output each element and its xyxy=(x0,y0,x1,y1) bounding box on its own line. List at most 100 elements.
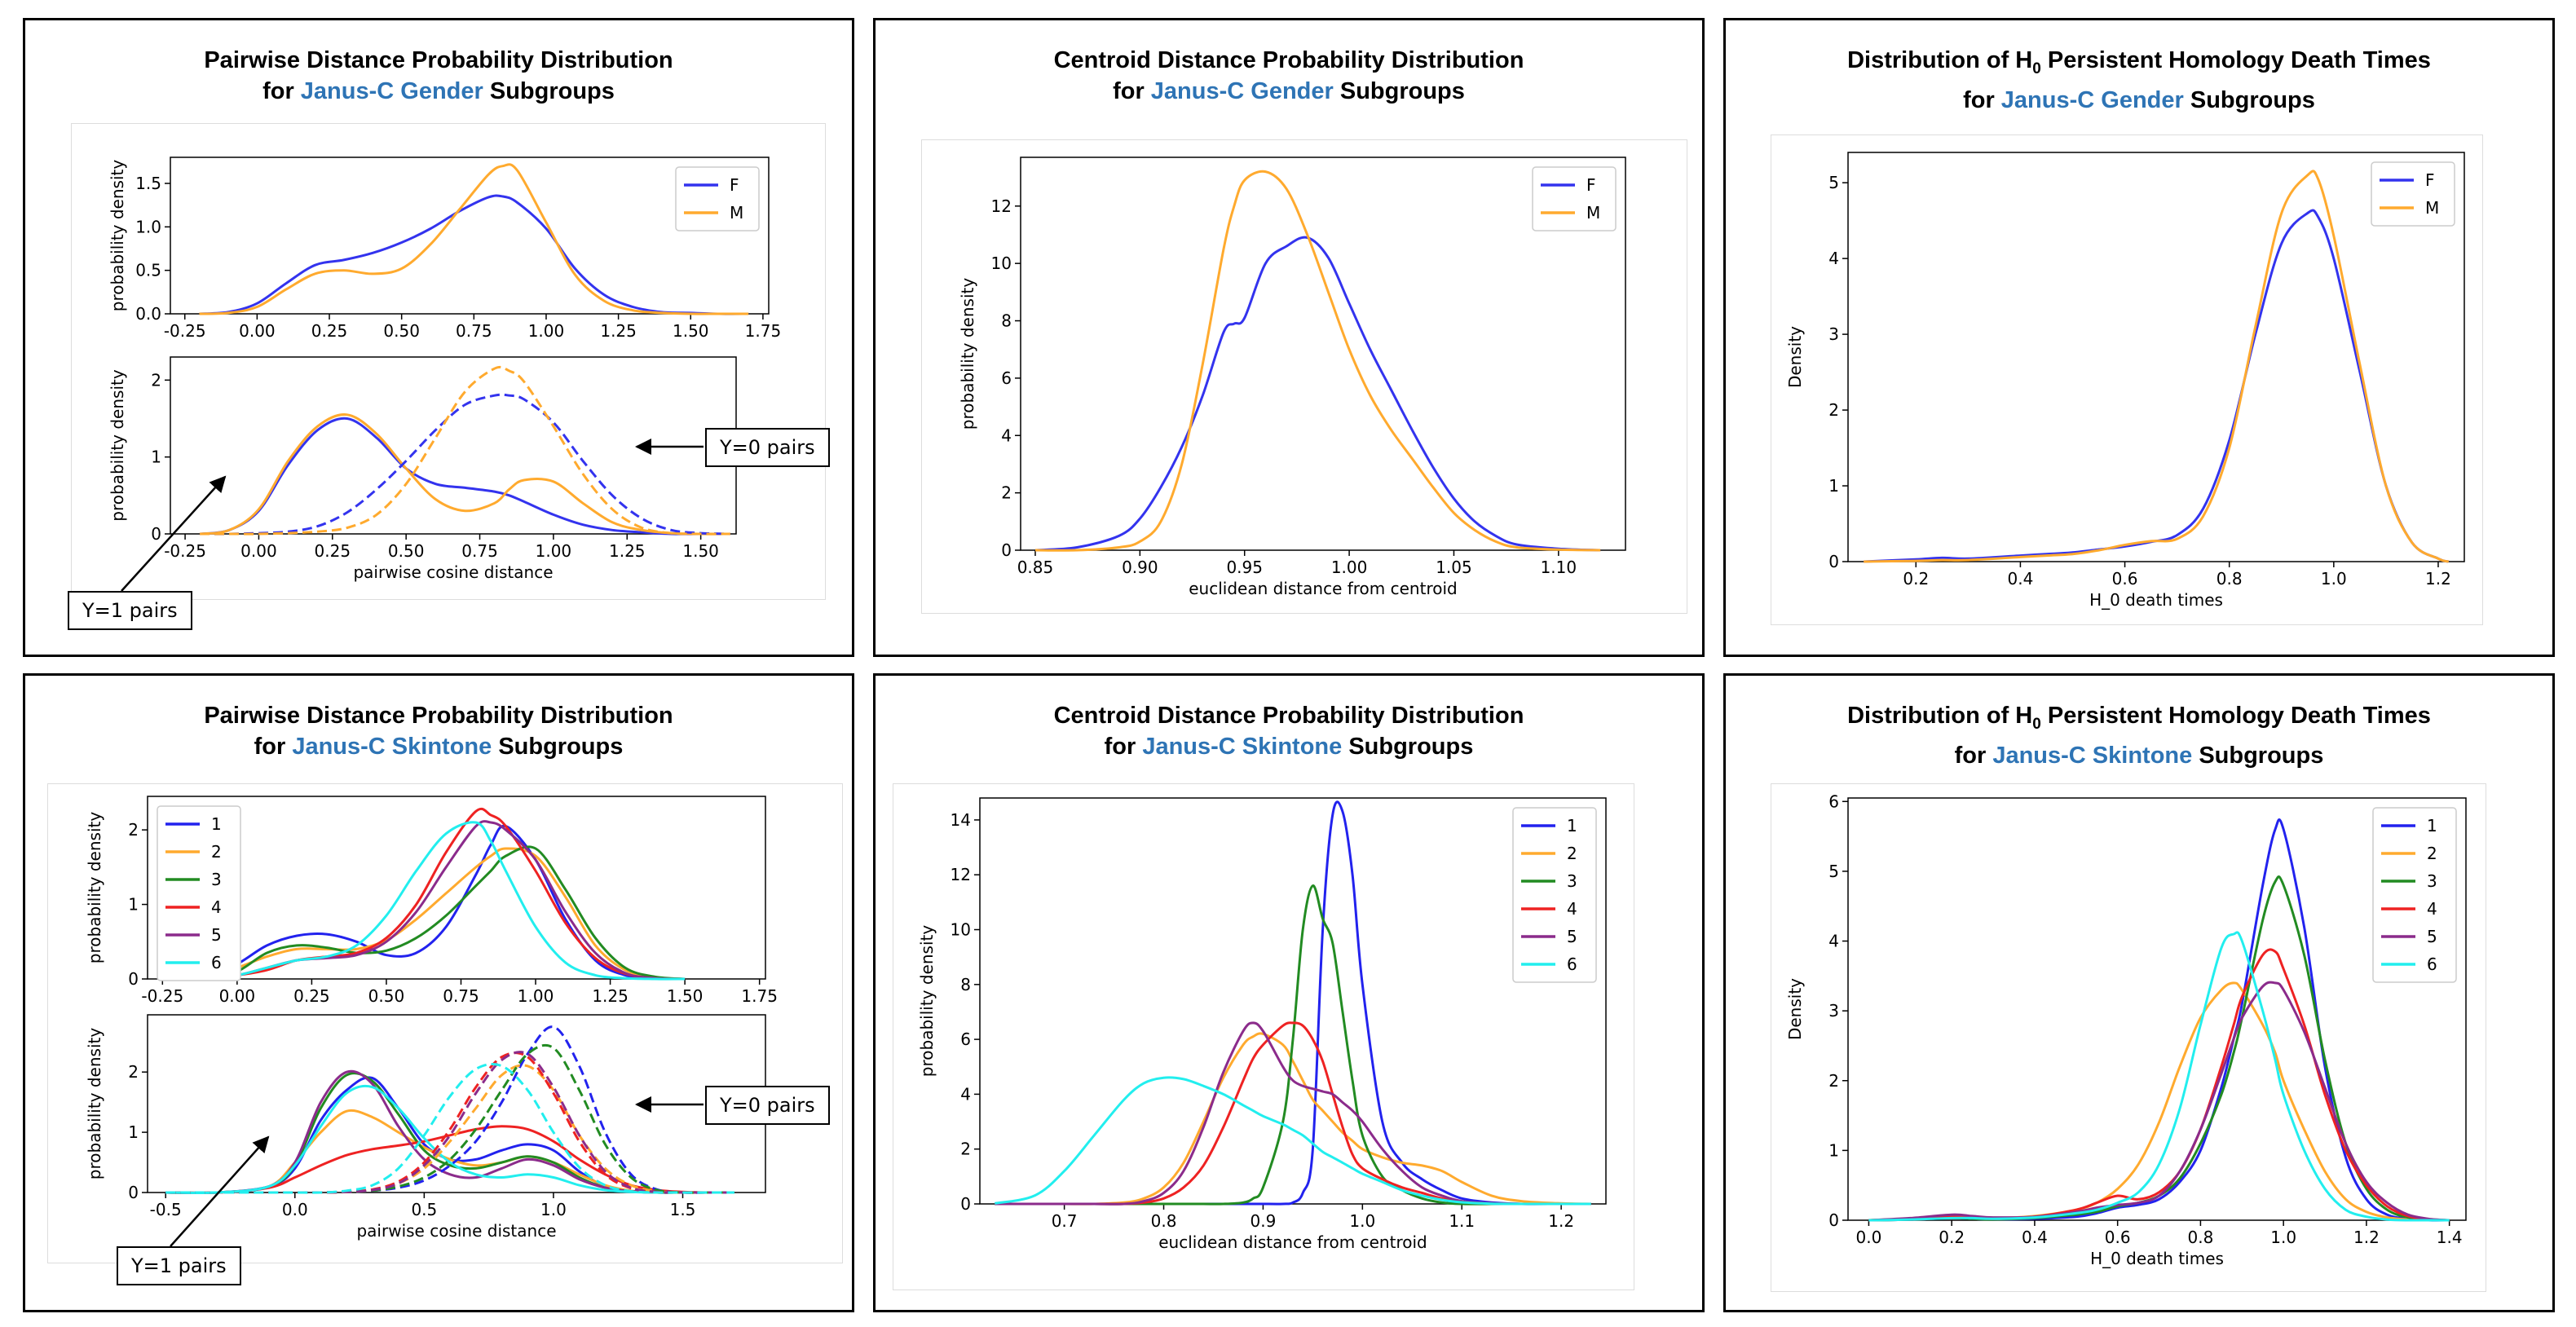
y-axis-label: probability density xyxy=(958,278,977,430)
x-tick-label: 1.25 xyxy=(600,321,637,341)
panel-gender-pairwise: Pairwise Distance Probability Distributi… xyxy=(23,18,854,657)
x-tick-label: 0.50 xyxy=(368,986,405,1006)
title-part-b: Persistent Homology Death Times xyxy=(2040,47,2431,73)
legend-label: 5 xyxy=(2427,927,2437,946)
x-tick-label: 0.4 xyxy=(2008,569,2034,589)
x-tick-label: 0.2 xyxy=(1939,1228,1965,1247)
x-tick-label: 1.25 xyxy=(592,986,629,1006)
legend-label: 6 xyxy=(2427,954,2437,974)
x-tick-label: 0.6 xyxy=(2112,569,2138,589)
title-line-1: Pairwise Distance Probability Distributi… xyxy=(204,47,673,73)
x-tick-label: 0.00 xyxy=(239,321,276,341)
legend-label: 5 xyxy=(1567,927,1577,946)
series-line-2-y-1 xyxy=(165,1109,734,1195)
x-tick-label: 0.00 xyxy=(240,541,277,561)
x-tick-label: 0.75 xyxy=(443,986,479,1006)
legend-label: 4 xyxy=(1567,899,1577,919)
x-axis-label: euclidean distance from centroid xyxy=(1189,579,1457,598)
title-pre: for xyxy=(254,734,293,760)
chart-gender-centroid: 0.85 0.90 0.95 1.00 1.05 1.10 0 2 4 6 8 10 12 euclide… xyxy=(958,157,1626,598)
series-line-1 xyxy=(995,800,1591,1206)
title-line-1: Distribution of H0 Persistent Homology D… xyxy=(1726,45,2552,85)
y-tick-label: 0.0 xyxy=(135,304,161,324)
y-tick-label: 12 xyxy=(991,196,1012,216)
series-line-f-y-0 xyxy=(200,393,730,536)
x-tick-label: 0.85 xyxy=(1017,558,1054,577)
panel-gender-h0: Distribution of H0 Persistent Homology D… xyxy=(1723,18,2555,657)
series-line-2 xyxy=(177,847,686,981)
panel-skintone-h0: Distribution of H0 Persistent Homology D… xyxy=(1723,673,2555,1312)
legend-label: F xyxy=(730,175,739,195)
title-line-2: for Janus-C Skintone Subgroups xyxy=(876,731,1702,762)
chart-gender-pairwise-all: -0.25 0.00 0.25 0.50 0.75 1.00 1.25 1.50 1.75 0.0… xyxy=(108,157,782,341)
y-tick-label: 0 xyxy=(128,1183,139,1202)
y-tick-label: 4 xyxy=(960,1084,971,1104)
callout-y1: Y=1 pairs xyxy=(117,1246,241,1285)
title-post: Subgroups xyxy=(492,734,624,760)
x-tick-label: 1.0 xyxy=(2270,1228,2296,1247)
series-line-3 xyxy=(995,884,1591,1206)
x-tick-label: -0.25 xyxy=(164,321,206,341)
x-tick-label: 0.4 xyxy=(2022,1228,2048,1247)
x-tick-label: 0.90 xyxy=(1122,558,1158,577)
title-post: Subgroups xyxy=(483,78,615,104)
chart-skintone-pairwise-all: -0.25 0.00 0.25 0.50 0.75 1.00 1.25 1.50 1.75 0 1 2… xyxy=(85,796,778,1006)
x-tick-label: 0.25 xyxy=(293,986,330,1006)
y-tick-label: 5 xyxy=(1828,173,1839,192)
title-highlight: Janus-C Gender xyxy=(300,78,483,104)
callout-y1: Y=1 pairs xyxy=(68,591,192,630)
y-tick-label: 1 xyxy=(1828,476,1839,496)
title-pre: for xyxy=(1954,742,1993,769)
series-line-m xyxy=(199,163,749,315)
x-tick-label: 0.8 xyxy=(1151,1211,1177,1231)
x-tick-label: 1.2 xyxy=(1548,1211,1574,1231)
title-highlight: Janus-C Gender xyxy=(1150,78,1334,104)
legend-label: 1 xyxy=(211,814,222,834)
title-line-2: for Janus-C Gender Subgroups xyxy=(1726,85,2552,116)
title-highlight: Janus-C Skintone xyxy=(292,734,492,760)
y-tick-label: 4 xyxy=(1828,932,1839,951)
y-tick-label: 0 xyxy=(1828,1210,1839,1230)
x-tick-label: 1.0 xyxy=(1349,1211,1375,1231)
chart-gender-pairwise-split: -0.25 0.00 0.25 0.50 0.75 1.00 1.25 1.50 0 1 2 pair… xyxy=(108,356,737,582)
x-tick-label: 1.4 xyxy=(2437,1228,2463,1247)
title-part-a: Distribution of H xyxy=(1847,47,2033,73)
legend-label: 1 xyxy=(1567,816,1577,835)
x-tick-label: 1.75 xyxy=(745,321,782,341)
y-tick-label: 1 xyxy=(128,1122,139,1142)
y-tick-label: 4 xyxy=(1828,249,1839,268)
x-tick-label: 1.25 xyxy=(609,541,646,561)
legend-label: 2 xyxy=(2427,844,2437,863)
y-tick-label: 3 xyxy=(1828,324,1839,344)
panel-title: Centroid Distance Probability Distributi… xyxy=(876,45,1702,107)
y-tick-label: 5 xyxy=(1828,862,1839,881)
x-tick-label: -0.25 xyxy=(164,541,206,561)
legend-label: F xyxy=(2425,170,2435,190)
x-tick-label: -0.5 xyxy=(150,1200,182,1219)
y-axis-label: probability density xyxy=(917,925,937,1078)
title-line-2: for Janus-C Skintone Subgroups xyxy=(1726,740,2552,771)
title-line-2: for Janus-C Gender Subgroups xyxy=(876,76,1702,107)
title-post: Subgroups xyxy=(1342,734,1474,760)
x-axis-label: pairwise cosine distance xyxy=(353,562,553,582)
y-tick-label: 0.5 xyxy=(135,261,161,280)
title-subscript: 0 xyxy=(2032,60,2041,77)
series-line-3 xyxy=(1868,875,2450,1222)
x-tick-label: 1.1 xyxy=(1449,1211,1475,1231)
series-line-m-y-0 xyxy=(200,365,730,536)
y-tick-label: 2 xyxy=(1828,1071,1839,1091)
title-part-a: Distribution of H xyxy=(1847,703,2033,729)
legend-box xyxy=(675,166,760,231)
legend-label: 4 xyxy=(2427,899,2437,919)
title-line-1: Pairwise Distance Probability Distributi… xyxy=(204,703,673,729)
series-line-6 xyxy=(177,821,686,981)
y-tick-label: 2 xyxy=(128,1062,139,1082)
y-axis-label: Density xyxy=(1785,978,1805,1040)
series-line-f xyxy=(199,194,749,315)
legend-box xyxy=(2371,161,2455,227)
y-axis-label: probability density xyxy=(108,160,127,312)
y-tick-label: 2 xyxy=(151,370,161,390)
x-tick-label: 0.2 xyxy=(1903,569,1929,589)
x-tick-label: 0.95 xyxy=(1226,558,1263,577)
series-line-4 xyxy=(995,1021,1591,1206)
